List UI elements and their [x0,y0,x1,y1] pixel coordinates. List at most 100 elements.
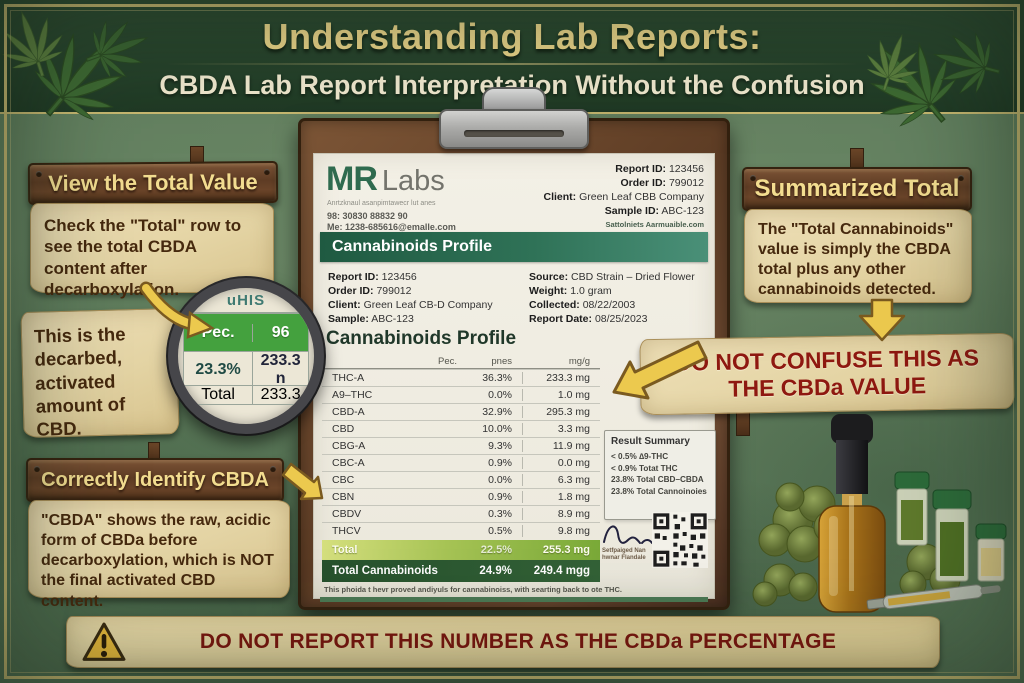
callout-do-not-confuse: DO NOT CONFUSE THIS AS THE CBDa VALUE [639,332,1015,416]
total-cannabinoids-percent: 24.9% [479,565,512,577]
lab-phone: 98: 30830 88832 90 [327,211,408,221]
nail-icon [750,175,756,181]
callout-text: activated amount of CBD. [34,370,126,440]
callout-cbda-raw: "CBDA" shows the raw, acidic form of CBD… [28,500,290,610]
logo-labs: Labs [381,165,445,197]
nail-icon [34,466,40,472]
total-label: Total [332,544,358,556]
meta-value: ABC-123 [661,205,704,217]
qr-code-icon [652,512,708,568]
analyte-mg: 9.8 mg [522,525,600,537]
info-line: Collected: 08/22/2003 [529,298,695,312]
magnified-table-row: Total 233.3 [184,385,308,404]
table-body: THC-A 36.3% 233.3 mg A9–THC 0.0% 1.0 mg … [322,369,600,539]
table-row: CBD 10.0% 3.3 mg [322,420,600,437]
total-cannabinoids-mg: 249.4 mgg [533,565,590,577]
clipboard-clip-icon [439,87,589,149]
report-meta-note: Sattolniets Aarmuaible.com [605,220,705,229]
bottom-warning-text: DO NOT REPORT THIS NUMBER AS THE CBDa PE… [199,630,837,653]
warning-triangle-icon [82,622,126,662]
table-row: CBG-A 9.3% 11.9 mg [322,437,600,454]
total-cannabinoids-label: Total Cannabinoids [332,565,438,577]
magnified-cell: 233.3 [252,386,308,404]
result-summary-title: Result Summary [611,436,690,447]
table-section-title: Cannabinoids Profile [326,328,517,349]
info-line: Report ID: 123456 [328,270,493,284]
summary-line: 23.8% Total Cannoinoies [611,486,707,496]
report-meta-line: Report ID: 123456 [544,162,704,176]
table-row: CBDV 0.3% 8.9 mg [322,505,600,522]
report-info-left: Report ID: 123456 Order ID: 799012 Clien… [328,270,493,326]
cbd-products-illustration [752,414,1007,613]
info-line: Source: CBD Strain – Dried Flower [529,270,695,284]
info-value: ABC-123 [371,313,414,325]
lab-logo: MR Labs [326,160,445,199]
nail-icon [263,168,270,176]
analyte-mg: 6.3 mg [522,474,600,486]
cannabinoid-table: Pec. pnes mg/g THC-A 36.3% 233.3 mg [322,354,600,582]
analyte-percent: 10.0% [482,423,512,435]
callout-text-bold: "Total Cannabinoids" [790,221,954,238]
table-row: CBC 0.0% 6.3 mg [322,471,600,488]
report-footer-bar [320,597,708,602]
total-mg: 255.3 mg [542,544,590,556]
callout-text-bold: NOT [240,552,274,570]
callout-total-cannabinoids: The "Total Cannabinoids" value is simply… [744,209,972,303]
callout-text: The [758,221,791,238]
info-label: Order ID: [328,285,374,297]
report-footnote: This phoida t hevr proved andiyuls for c… [324,585,622,594]
analyte-name: CBD-A [332,406,365,418]
table-total-row: Total 22.5% 255.3 mg [322,540,600,560]
info-label: Source: [529,271,569,283]
info-value: 123456 [381,271,417,283]
magnified-cell: 233.3 n [252,352,308,388]
analyte-percent: 9.3% [488,440,512,452]
info-value: Green Leaf CB-D Company [363,299,493,311]
signature-note-line: hwnar Flandale [602,555,646,561]
info-value: 08/22/2003 [582,299,636,311]
analyte-percent: 0.3% [488,508,512,520]
analyte-name: CBG-A [332,440,366,452]
callout-text: value is simply the CBDA total plus any … [758,241,951,299]
magnified-cell: Pec. [201,323,235,341]
dropper-bottle [818,414,886,613]
summary-line: 23.8% Total CBD–CBDA [611,475,704,484]
signature-note-line: Setfpaiged Nan [602,548,646,554]
summary-line: < 0.5% ∆9-THC [611,452,669,461]
nail-icon [270,466,276,472]
callout-text: This is the [33,323,126,347]
magnified-table: Pec. 96 23.3% 233.3 n Total 233.3 [183,312,309,405]
logo-mr: MR [326,160,378,198]
report-meta-line: Client: Green Leaf CBB Company [544,190,705,204]
table-row: CBN 0.9% 1.8 mg [322,488,600,505]
info-label: Collected: [529,299,580,311]
meta-value: 123456 [668,163,704,175]
info-label: Report Date: [529,313,593,325]
info-line: Order ID: 799012 [328,284,493,298]
info-value: 08/25/2023 [594,313,648,325]
clip-plate [439,109,589,149]
table-row: THCV 0.5% 9.8 mg [322,522,600,539]
analyte-name: THCV [332,525,361,537]
meta-label: Client: [543,191,577,203]
sign-view-total-value: View the Total Value [27,160,279,206]
magnifier-icon: uHIS Pec. 96 23.3% 233.3 n Total 233.3 [168,278,324,434]
summary-line: < 0.9% Totat THC [611,463,678,473]
warning-line: THE CBDa VALUE [728,372,927,402]
analyte-percent: 0.0% [488,389,512,401]
meta-label: Report ID: [615,163,667,175]
report-info-right: Source: CBD Strain – Dried Flower Weight… [529,270,695,326]
analyte-mg: 8.9 mg [522,508,600,520]
analyte-name: CBC [332,474,355,486]
title-divider [163,63,861,65]
warning-line: DO NOT CONFUSE THIS AS [674,344,980,376]
report-meta-line: Sample ID: ABC-123 [544,204,704,218]
meta-value: Green Leaf CBB Company [579,191,704,203]
info-line: Sample: ABC-123 [328,312,493,326]
analyte-mg: 233.3 mg [522,372,600,384]
table-row: CBD-A 32.9% 295.3 mg [322,403,600,420]
page-title: Understanding Lab Reports: [262,16,762,57]
analyte-percent: 0.0% [488,474,512,486]
info-value: CBD Strain – Dried Flower [571,271,695,283]
